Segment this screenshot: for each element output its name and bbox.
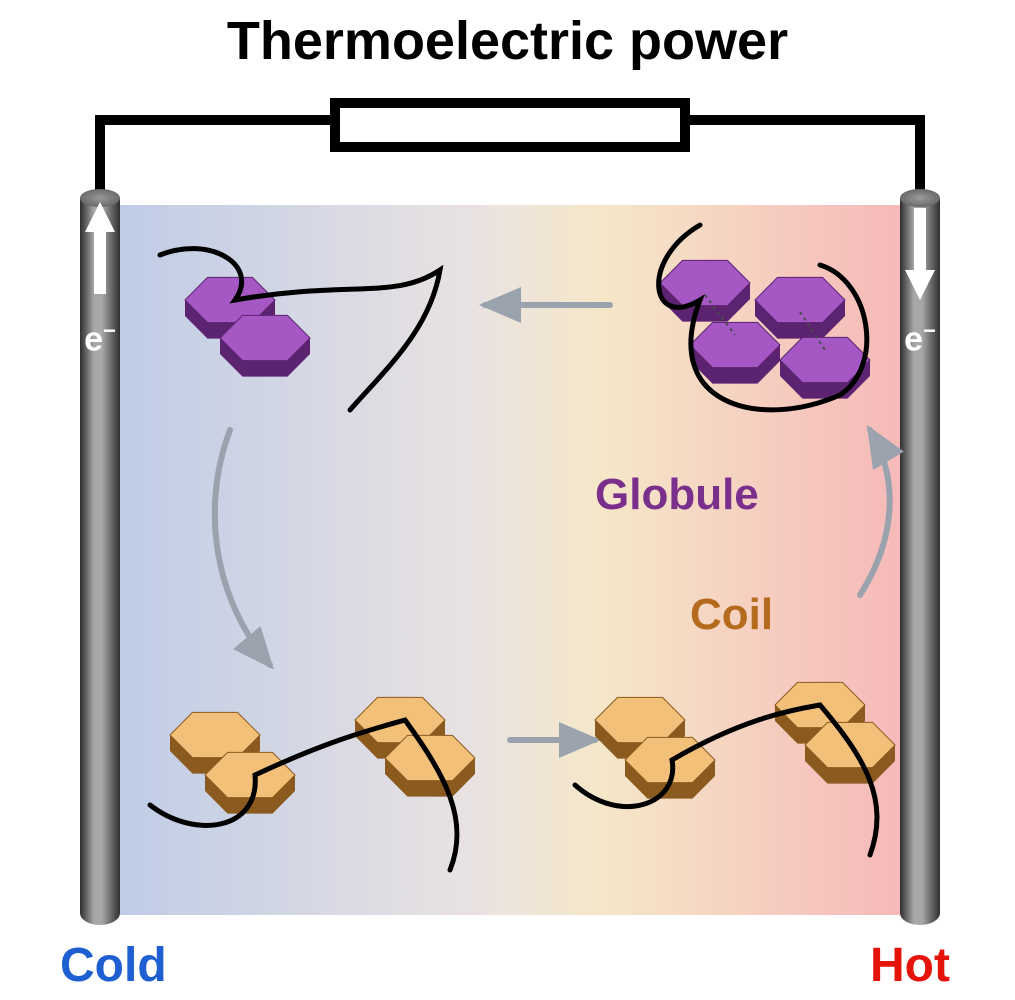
- globule-label: Globule: [595, 470, 759, 520]
- molecule-diagram: [0, 0, 1015, 1000]
- hot-label: Hot: [870, 938, 950, 993]
- cold-label: Cold: [60, 938, 167, 993]
- coil-label: Coil: [690, 590, 773, 640]
